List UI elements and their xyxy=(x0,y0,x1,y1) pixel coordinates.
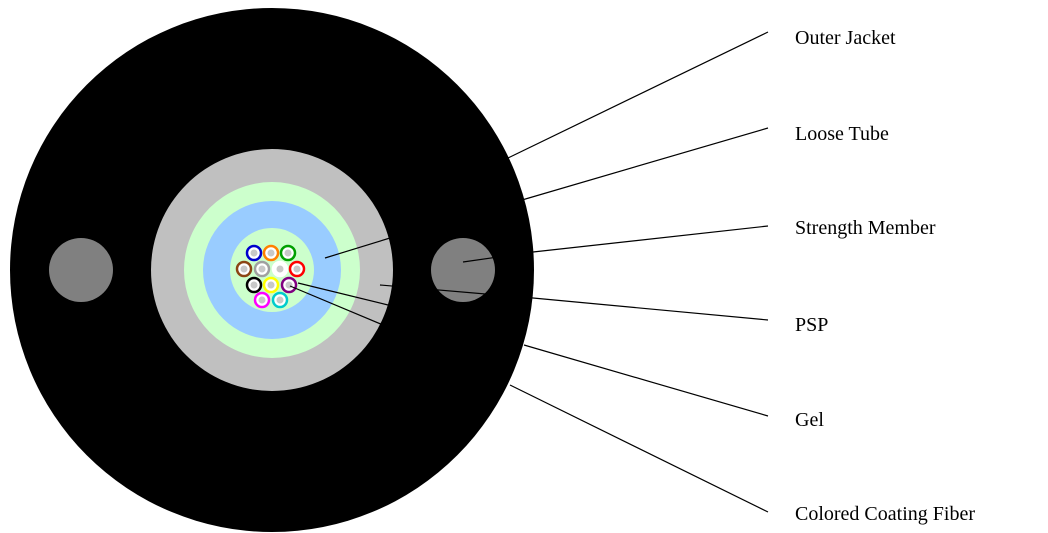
leader-colored-coating-fiber xyxy=(509,384,769,513)
fiber-group xyxy=(235,244,306,309)
fiber-3 xyxy=(279,244,297,262)
leader-gel-inner xyxy=(297,282,389,306)
fiber-1 xyxy=(245,244,263,262)
label-loose-tube: Loose Tube xyxy=(795,123,889,145)
label-strength-member: Strength Member xyxy=(795,217,936,239)
leader-strength-member xyxy=(532,225,769,253)
fiber-5 xyxy=(253,260,271,278)
fiber-4 xyxy=(235,260,253,278)
label-psp: PSP xyxy=(795,314,828,336)
strength-member-right xyxy=(431,238,495,302)
fiber-6 xyxy=(271,260,289,278)
fiber-8 xyxy=(245,276,263,294)
label-gel: Gel xyxy=(795,409,824,431)
fiber-9 xyxy=(262,276,280,294)
leader-strength-member-inner xyxy=(462,251,534,263)
label-colored-coating-fiber: Colored Coating Fiber xyxy=(795,503,975,525)
leader-outer-jacket xyxy=(507,31,769,159)
leader-loose-tube xyxy=(521,127,769,201)
leader-gel xyxy=(523,344,769,417)
fiber-10 xyxy=(280,276,298,294)
fiber-2 xyxy=(262,244,280,262)
label-outer-jacket: Outer Jacket xyxy=(795,27,896,49)
fiber-12 xyxy=(271,291,289,309)
leader-psp xyxy=(532,297,769,321)
leader-loose-tube-inner xyxy=(324,237,391,259)
fiber-7 xyxy=(288,260,306,278)
leader-fiber-inner xyxy=(289,285,384,326)
leader-psp-inner xyxy=(379,284,534,299)
strength-member-left xyxy=(49,238,113,302)
fiber-11 xyxy=(253,291,271,309)
